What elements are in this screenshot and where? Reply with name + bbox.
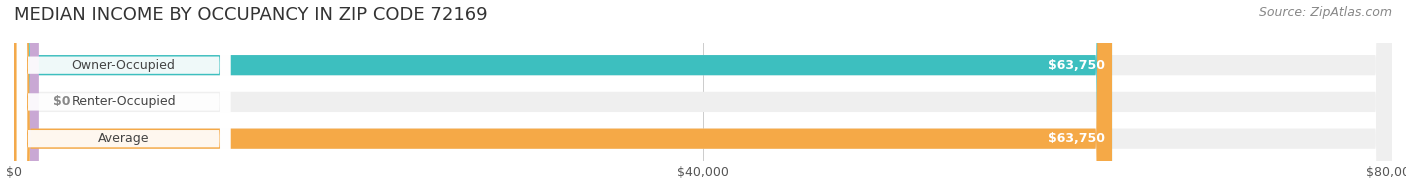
FancyBboxPatch shape: [17, 0, 231, 196]
Text: Owner-Occupied: Owner-Occupied: [72, 59, 176, 72]
Text: Renter-Occupied: Renter-Occupied: [72, 95, 176, 108]
FancyBboxPatch shape: [14, 0, 1392, 196]
FancyBboxPatch shape: [17, 0, 231, 196]
Text: Average: Average: [98, 132, 149, 145]
Text: $63,750: $63,750: [1047, 59, 1105, 72]
FancyBboxPatch shape: [14, 0, 1392, 196]
Text: MEDIAN INCOME BY OCCUPANCY IN ZIP CODE 72169: MEDIAN INCOME BY OCCUPANCY IN ZIP CODE 7…: [14, 6, 488, 24]
Text: $63,750: $63,750: [1047, 132, 1105, 145]
FancyBboxPatch shape: [14, 0, 1112, 196]
FancyBboxPatch shape: [14, 0, 1112, 196]
Text: $0: $0: [52, 95, 70, 108]
Text: Source: ZipAtlas.com: Source: ZipAtlas.com: [1258, 6, 1392, 19]
FancyBboxPatch shape: [14, 0, 39, 196]
FancyBboxPatch shape: [17, 0, 231, 196]
FancyBboxPatch shape: [14, 0, 1392, 196]
